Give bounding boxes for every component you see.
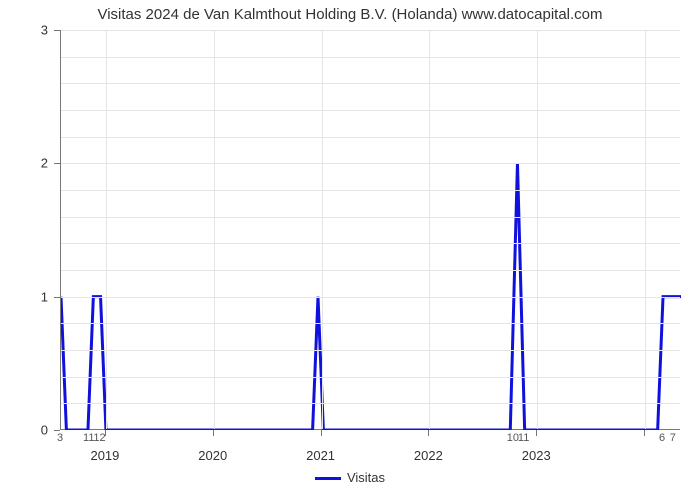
gridline-h-minor: [61, 83, 680, 84]
legend: Visitas: [0, 470, 700, 485]
gridline-v: [537, 30, 538, 429]
gridline-h-minor: [61, 57, 680, 58]
x-axis-minor-label: 7: [670, 432, 676, 444]
x-axis-year-label: 2020: [198, 448, 227, 463]
y-tick: [54, 30, 60, 31]
y-tick: [54, 163, 60, 164]
gridline-v: [429, 30, 430, 429]
gridline-h-minor: [61, 217, 680, 218]
plot-area: [60, 30, 680, 430]
x-axis-minor-label: 12: [93, 432, 105, 444]
x-axis-year-label: 2022: [414, 448, 443, 463]
legend-swatch: [315, 477, 341, 480]
line-series: [61, 30, 681, 430]
y-axis-label: 2: [0, 156, 48, 171]
x-axis-year-label: 2019: [90, 448, 119, 463]
y-axis-label: 3: [0, 23, 48, 38]
x-tick: [213, 430, 214, 436]
gridline-v: [106, 30, 107, 429]
gridline-h-minor: [61, 403, 680, 404]
y-tick: [54, 430, 60, 431]
gridline-v: [322, 30, 323, 429]
gridline-h-minor: [61, 377, 680, 378]
chart-container: Visitas 2024 de Van Kalmthout Holding B.…: [0, 0, 700, 500]
gridline-h-minor: [61, 137, 680, 138]
gridline-h-minor: [61, 110, 680, 111]
gridline-h: [61, 163, 680, 164]
gridline-v: [214, 30, 215, 429]
x-axis-year-label: 2021: [306, 448, 335, 463]
legend-label: Visitas: [347, 470, 385, 485]
gridline-h: [61, 297, 680, 298]
x-axis-minor-label: 3: [57, 432, 63, 444]
x-tick: [428, 430, 429, 436]
y-axis-label: 0: [0, 423, 48, 438]
x-axis-minor-label: 11: [518, 432, 529, 444]
x-tick: [321, 430, 322, 436]
gridline-h-minor: [61, 190, 680, 191]
chart-title: Visitas 2024 de Van Kalmthout Holding B.…: [0, 6, 700, 23]
x-tick: [644, 430, 645, 436]
x-axis-year-label: 2023: [522, 448, 551, 463]
gridline-v: [645, 30, 646, 429]
gridline-h-minor: [61, 270, 680, 271]
x-tick: [536, 430, 537, 436]
gridline-h: [61, 30, 680, 31]
y-axis-label: 1: [0, 289, 48, 304]
gridline-h-minor: [61, 350, 680, 351]
gridline-h-minor: [61, 323, 680, 324]
gridline-h-minor: [61, 243, 680, 244]
x-axis-minor-label: 6: [659, 432, 665, 444]
y-tick: [54, 297, 60, 298]
